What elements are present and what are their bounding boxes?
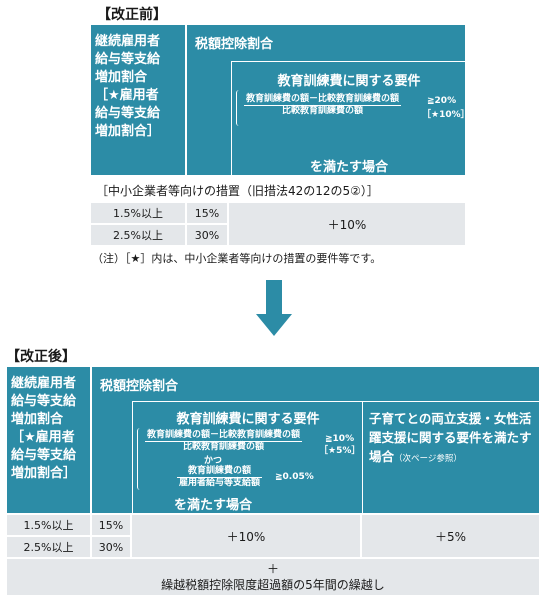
after-title: 【改正後】 [6, 349, 76, 365]
after-req2-threshold: ≧0.05% [275, 472, 314, 482]
after-add-rate-edu: ＋10% [131, 514, 361, 558]
after-left-line: 継続雇用者 [11, 376, 77, 391]
after-req2-denominator: 雇用者給与等支給額 [179, 478, 261, 488]
after-req-footer: を満たす場合 [173, 498, 252, 513]
before-row-ratio: 2.5%以上 [90, 224, 186, 246]
after-req-and: かつ [203, 456, 222, 466]
before-left-line: 継続雇用者 [95, 34, 161, 49]
before-sme-note: ［中小企業者等向けの措置（旧措法42の12の5②）］ [96, 184, 379, 198]
before-left-bracket [236, 90, 242, 126]
after-add-rate-childcare: ＋5% [361, 514, 540, 558]
before-req-footer: を満たす場合 [309, 160, 388, 175]
after-left-line: 給与等支給 [11, 394, 77, 409]
before-req-threshold-star: ［★10%］ [422, 110, 470, 120]
after-left-line: ［★雇用者 [11, 430, 75, 445]
after-row-ratio: 1.5%以上 [6, 514, 91, 536]
after-row-rate: 15% [91, 514, 131, 536]
before-req-cell: 教育訓練費に関する要件 教育訓練費の額－比較教育訓練費の額 比較教育訓練費の額 … [231, 61, 470, 176]
after-childcare-cell: 子育てとの両立支援・女性活躍支援に関する要件を満たす場合（次ページ参照） [362, 401, 540, 514]
after-left-line: 増加割合 [11, 412, 64, 427]
before-row-rate: 30% [186, 224, 228, 246]
before-left-line: ［★雇用者 [95, 88, 159, 103]
before-req-threshold: ≧20% [427, 96, 457, 106]
after-req2-numerator: 教育訓練費の額 [177, 466, 263, 478]
after-childcare-note: （次ページ参照） [394, 454, 462, 464]
after-childcare-req: 子育てとの両立支援・女性活躍支援に関する要件を満たす場合 [369, 411, 532, 464]
after-req-threshold-star: ［★5%］ [319, 446, 361, 456]
after-rate-header: 税額控除割合 [100, 379, 179, 394]
after-rate-header-cell: 税額控除割合 教育訓練費に関する要件 教育訓練費の額－比較教育訓練費の額 比較教… [91, 366, 540, 514]
after-left-line: 給与等支給 [11, 448, 77, 463]
after-row-ratio: 2.5%以上 [6, 536, 91, 558]
after-req-title: 教育訓練費に関する要件 [176, 412, 320, 427]
after-carryover-plus: ＋ [266, 562, 279, 576]
after-carryover: 繰越税額控除限度超過額の5年間の繰越し [161, 578, 385, 592]
before-title: 【改正前】 [97, 7, 167, 23]
after-carryover-cell: ＋ 繰越税額控除限度超過額の5年間の繰越し [6, 558, 540, 596]
after-left-bracket [137, 428, 143, 490]
after-req-denominator: 比較教育訓練費の額 [183, 442, 265, 452]
after-req-threshold: ≧10% [325, 434, 355, 444]
before-rate-header: 税額控除割合 [195, 37, 274, 52]
before-left-line: 給与等支給 [95, 106, 161, 121]
down-arrow-stem [266, 280, 282, 316]
before-req-fraction: 教育訓練費の額－比較教育訓練費の額 比較教育訓練費の額 [244, 94, 402, 117]
before-row-rate: 15% [186, 202, 228, 224]
after-req-cell: 教育訓練費に関する要件 教育訓練費の額－比較教育訓練費の額 比較教育訓練費の額 … [132, 401, 362, 514]
before-req-numerator: 教育訓練費の額－比較教育訓練費の額 [244, 94, 402, 106]
after-req2-fraction: 教育訓練費の額 雇用者給与等支給額 [177, 466, 263, 489]
down-arrow-icon [256, 314, 292, 336]
before-req-denominator: 比較教育訓練費の額 [282, 106, 364, 116]
before-left-line: 給与等支給 [95, 52, 161, 67]
before-left-line: 増加割合 [95, 70, 148, 85]
before-left-line: 増加割合］ [95, 124, 161, 139]
before-req-title: 教育訓練費に関する要件 [277, 74, 421, 89]
before-row-ratio: 1.5%以上 [90, 202, 186, 224]
before-footnote: （注）［★］内は、中小企業者等向けの措置の要件等です。 [92, 252, 382, 265]
before-rate-header-cell: 税額控除割合 教育訓練費に関する要件 教育訓練費の額－比較教育訓練費の額 比較教… [186, 24, 470, 176]
after-req-fraction: 教育訓練費の額－比較教育訓練費の額 比較教育訓練費の額 [145, 430, 303, 453]
after-req-numerator: 教育訓練費の額－比較教育訓練費の額 [145, 430, 303, 442]
after-left-header: 継続雇用者 給与等支給 増加割合 ［★雇用者 給与等支給 増加割合］ [6, 366, 91, 514]
after-left-line: 増加割合］ [11, 466, 77, 481]
before-add-rate: ＋10% [228, 202, 466, 246]
after-row-rate: 30% [91, 536, 131, 558]
before-left-header: 継続雇用者 給与等支給 増加割合 ［★雇用者 給与等支給 増加割合］ [90, 24, 186, 176]
